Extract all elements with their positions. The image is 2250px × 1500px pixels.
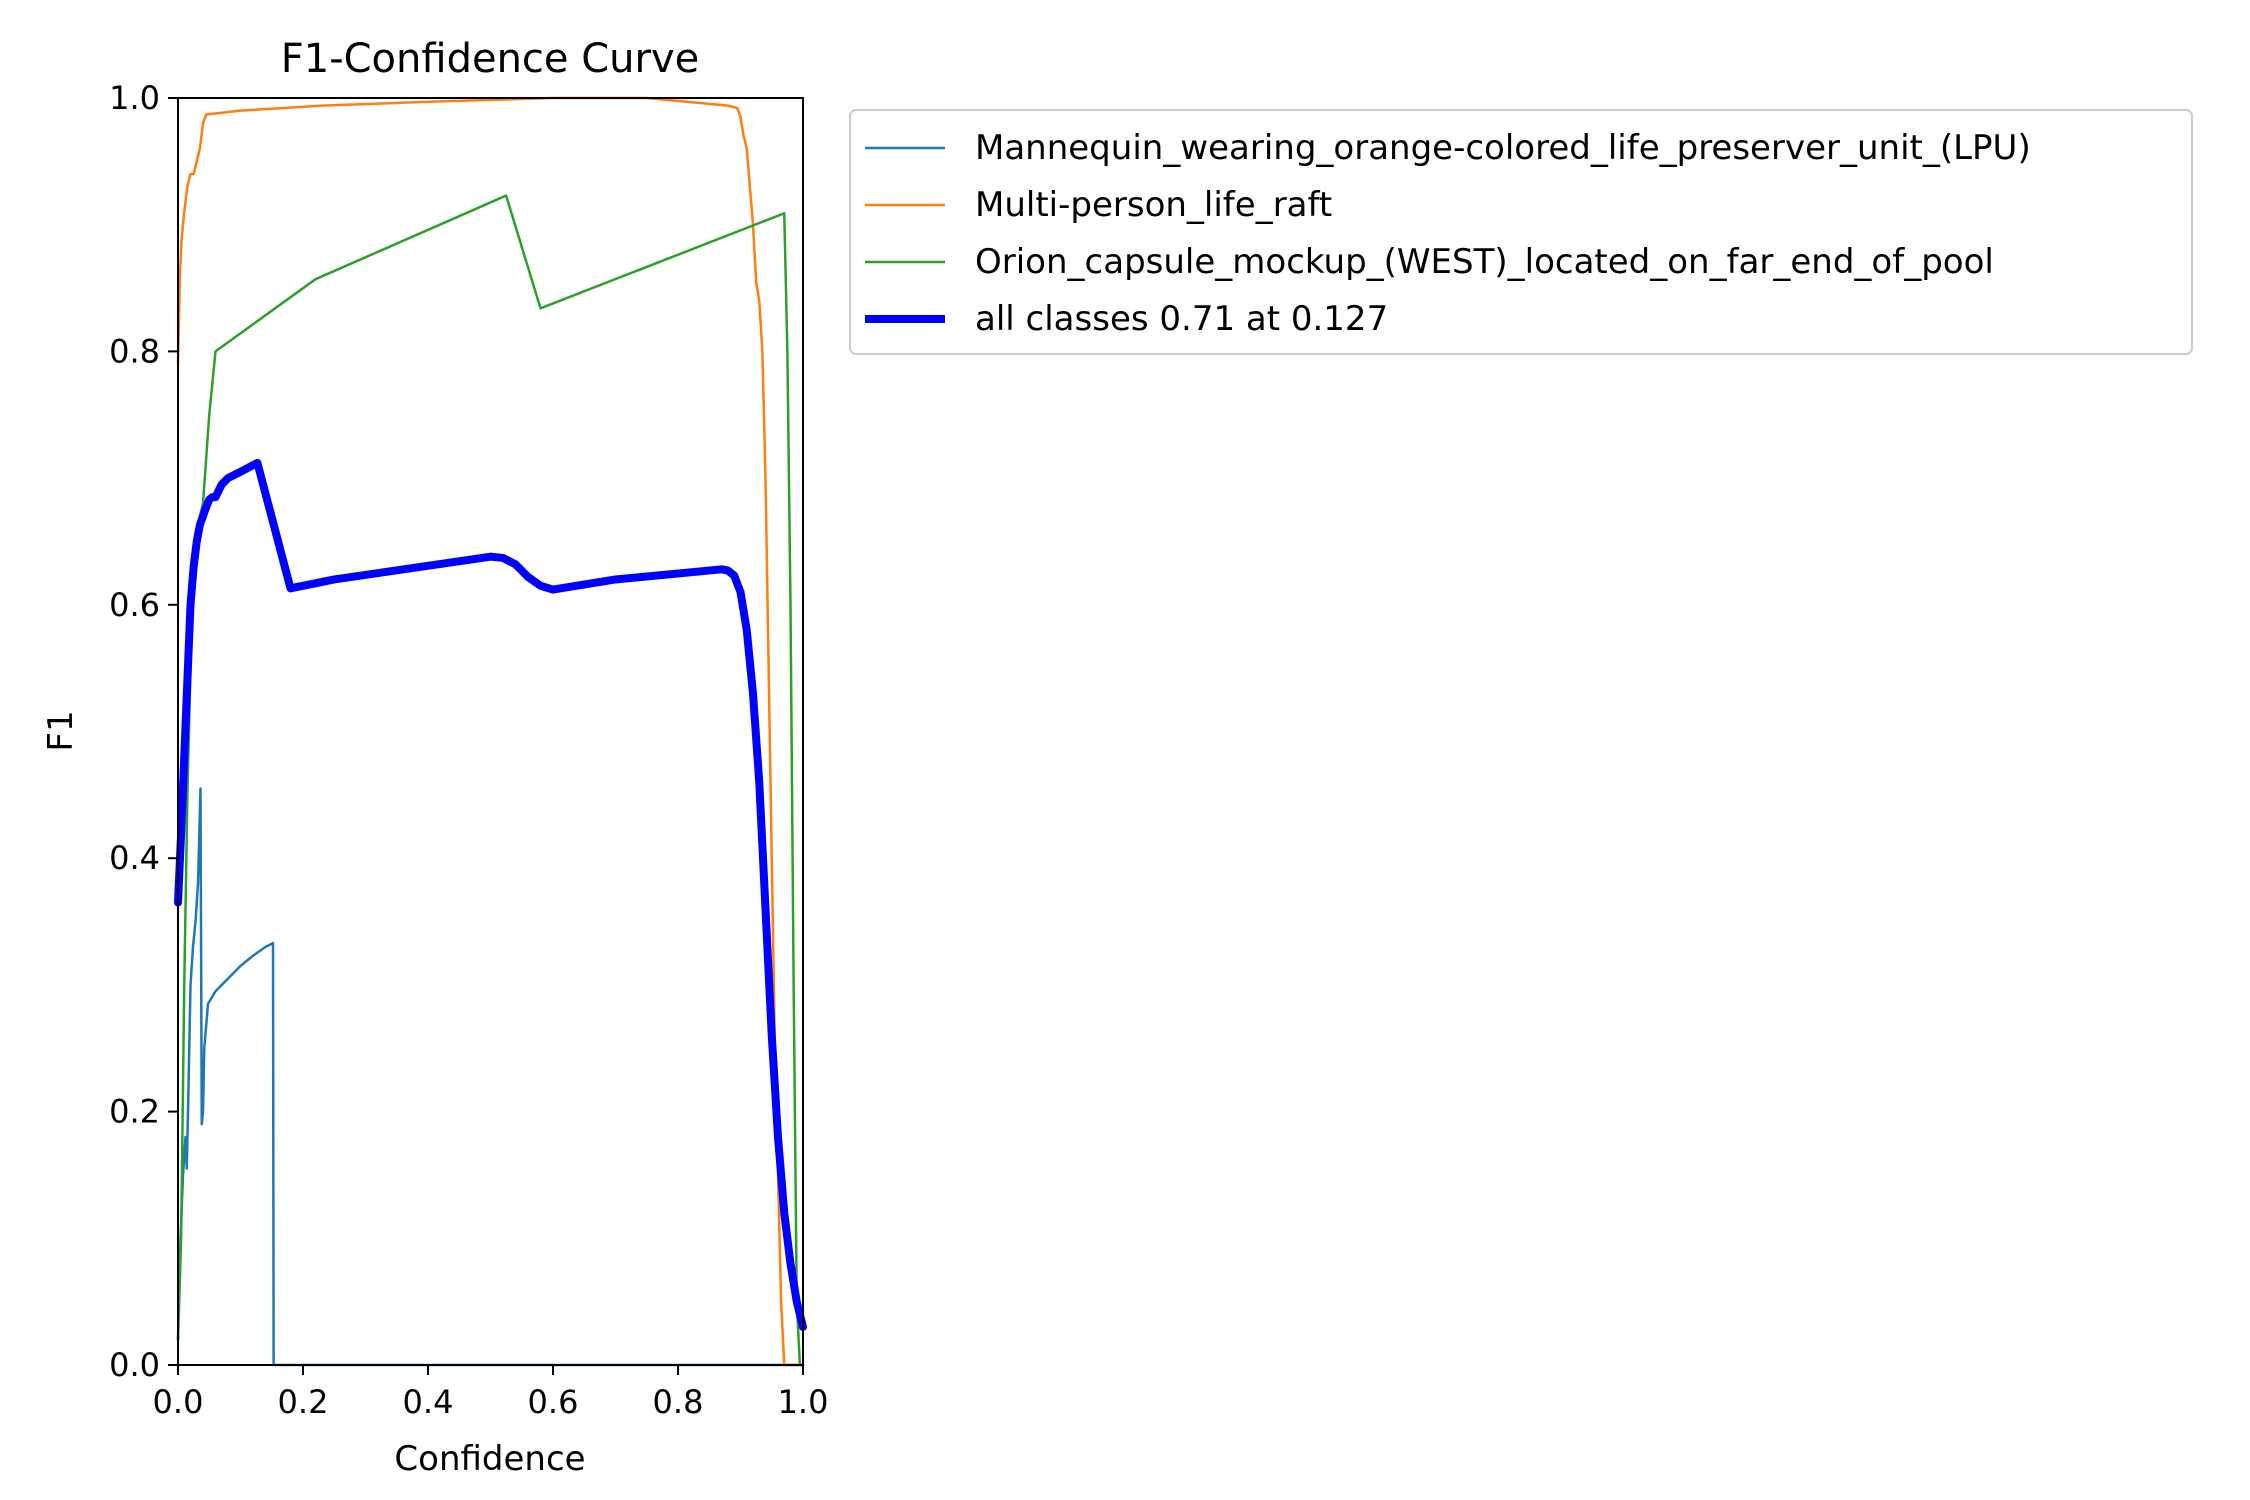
series-line-0 [176,787,805,1367]
legend-label-2: Orion_capsule_mockup_(WEST)_located_on_f… [975,242,1994,282]
y-axis-label: F1 [41,710,81,751]
y-tick-label: 0.2 [109,1093,160,1131]
legend-items: Mannequin_wearing_orange-colored_life_pr… [865,128,2031,339]
x-axis: 0.0 0.2 0.4 0.6 0.8 1.0 [153,1365,829,1421]
x-tick-label: 0.8 [653,1383,704,1421]
series-line-3 [174,458,807,1331]
x-tick-label: 1.0 [778,1383,829,1421]
x-axis-label: Confidence [394,1439,585,1479]
legend-frame [849,109,2193,355]
x-tick-label: 0.2 [278,1383,329,1421]
y-tick-label: 1.0 [109,79,160,117]
x-tick-label: 0.6 [528,1383,579,1421]
x-tick-label: 0.4 [403,1383,454,1421]
y-tick-label: 0.6 [109,586,160,624]
legend-label-1: Multi-person_life_raft [975,185,1332,225]
y-tick-label: 0.0 [109,1346,160,1384]
legend-label-0: Mannequin_wearing_orange-colored_life_pr… [975,128,2031,168]
legend-label-3: all classes 0.71 at 0.127 [975,299,1388,339]
y-axis: 0.0 0.2 0.4 0.6 0.8 1.0 [109,79,178,1384]
y-tick-label: 0.4 [109,839,160,877]
plot-frame [177,97,804,1366]
chart-title: F1-Confidence Curve [281,36,700,82]
x-tick-label: 0.0 [153,1383,204,1421]
legend: Mannequin_wearing_orange-colored_life_pr… [849,109,2193,355]
y-tick-label: 0.8 [109,332,160,370]
series-line-2 [176,194,805,1367]
series-layer [174,96,807,1367]
plot-area [174,96,807,1367]
plot-background [178,98,803,1365]
series-line-1 [176,96,805,1367]
